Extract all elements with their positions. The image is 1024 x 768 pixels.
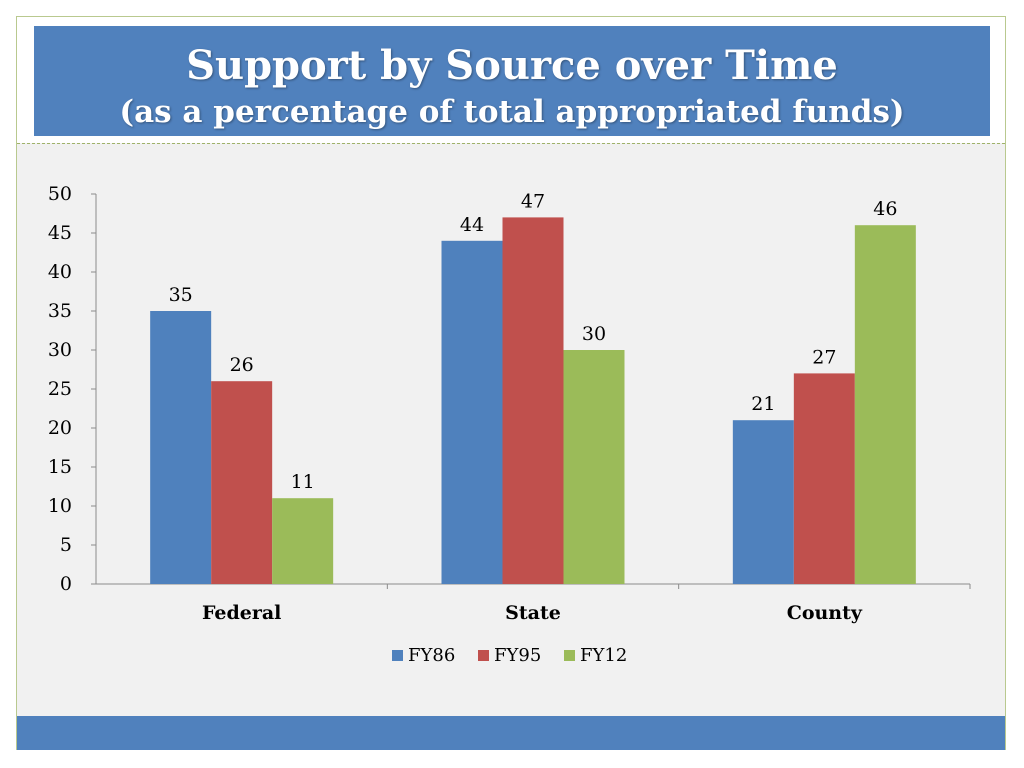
y-tick-label: 5 (60, 534, 72, 556)
legend-label: FY95 (494, 645, 541, 666)
data-label: 30 (582, 323, 606, 345)
y-tick-label: 15 (48, 456, 72, 478)
data-label: 44 (460, 214, 484, 236)
legend-swatch-fy95 (478, 650, 489, 661)
bar-fy86-state (441, 240, 503, 585)
data-label: 26 (230, 354, 254, 376)
data-label: 27 (812, 346, 836, 368)
legend-swatch-fy86 (392, 650, 403, 661)
legend-label: FY12 (580, 645, 627, 666)
y-tick-label: 45 (48, 222, 72, 244)
y-tick-label: 0 (60, 573, 72, 595)
category-label: County (787, 602, 863, 624)
y-tick-label: 25 (48, 378, 72, 400)
bar-fy95-state (502, 217, 564, 584)
y-tick-label: 20 (48, 417, 72, 439)
bar-fy12-federal (272, 498, 334, 584)
legend-label: FY86 (408, 645, 455, 666)
legend-swatch-fy12 (564, 650, 575, 661)
y-tick-label: 30 (48, 339, 72, 361)
bar-fy86-federal (150, 311, 212, 584)
bar-fy95-federal (211, 381, 273, 584)
y-tick-label: 50 (48, 183, 72, 205)
category-label: Federal (202, 602, 281, 624)
y-tick-label: 10 (48, 495, 72, 517)
footer-bar (17, 716, 1005, 750)
bar-fy86-county (732, 420, 794, 584)
bar-fy95-county (793, 373, 855, 584)
bar-fy12-county (854, 225, 916, 584)
y-tick-label: 35 (48, 300, 72, 322)
data-label: 21 (751, 393, 775, 415)
category-label: State (505, 602, 561, 624)
subtitle-text: (as a percentage of total appropriated f… (119, 94, 905, 130)
header-divider (17, 143, 1005, 144)
title-banner: Support by Source over Time (as a percen… (34, 26, 990, 136)
data-label: 47 (521, 190, 545, 212)
data-label: 11 (291, 471, 315, 493)
data-label: 46 (873, 198, 897, 220)
y-tick-label: 40 (48, 261, 72, 283)
title-text: Support by Source over Time (186, 42, 838, 89)
data-label: 35 (169, 284, 193, 306)
bar-fy12-state (563, 350, 625, 584)
